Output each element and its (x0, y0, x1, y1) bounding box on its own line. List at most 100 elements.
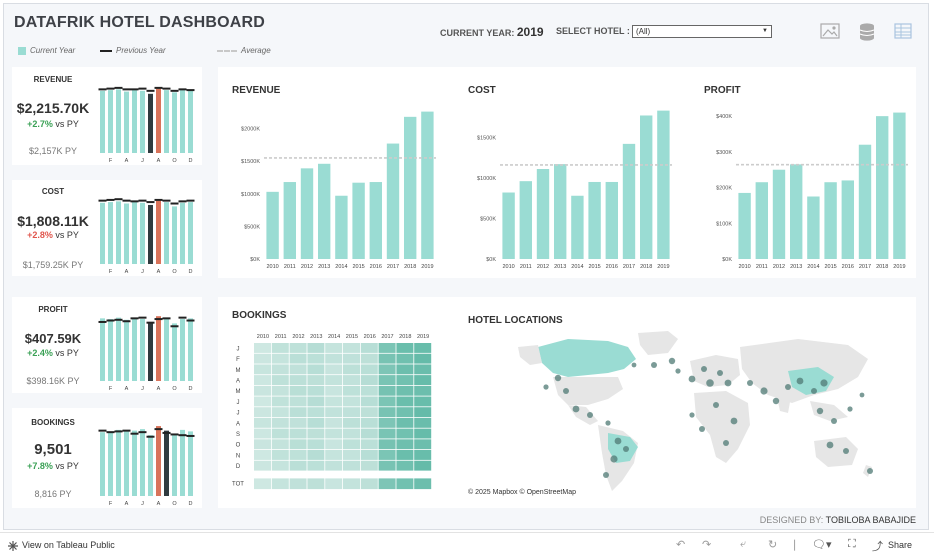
spark-month-tick: A (125, 501, 129, 507)
designed-by: DESIGNED BY: TOBILOBA BABAJIDE (760, 515, 916, 525)
table-icon[interactable] (894, 22, 912, 40)
spark-bar (164, 430, 169, 496)
hotel-locations-map[interactable] (458, 325, 878, 497)
x-tick-label: 2013 (318, 264, 330, 270)
heatmap-cell (343, 343, 360, 353)
heatmap-total-cell (343, 478, 360, 490)
x-tick-label: 2015 (588, 264, 600, 270)
fullscreen-icon[interactable]: ⛶ (848, 538, 856, 550)
refresh-icon[interactable]: ↻ (768, 539, 778, 551)
year-bar (824, 182, 837, 259)
kpi-delta: +2.7% vs PY (12, 119, 94, 129)
spark-month-tick: A (125, 158, 129, 164)
mexico-region (568, 405, 598, 425)
kpi-value: $407.59K (24, 331, 82, 346)
heatmap-cell (396, 439, 414, 450)
heatmap-cell (325, 364, 343, 375)
revenue-bar-chart: $0K $500K $1000K $1500K $2000K 2010 2011 2012 20… (241, 111, 436, 270)
x-tick-label: 2012 (537, 264, 549, 270)
heatmap-cell (414, 439, 432, 450)
spark-month-tick: F (109, 158, 113, 164)
x-tick-label: 2019 (893, 264, 905, 270)
spark-previous-marker (162, 87, 171, 90)
bookings-map-panel: BOOKINGS 2010 2011 2012 2013 2014 2015 2016 201… (218, 297, 916, 508)
spark-previous-marker (106, 431, 115, 434)
spark-previous-marker (106, 87, 115, 90)
heatmap-cell (414, 428, 432, 439)
heatmap-month-label: M (236, 368, 241, 374)
heatmap-total-cell (396, 478, 414, 490)
spark-previous-marker (154, 86, 163, 89)
heatmap-cell (360, 450, 378, 460)
spark-month-tick: F (109, 386, 113, 392)
year-bar (502, 192, 515, 259)
heatmap-cell (271, 375, 289, 385)
dropdown-arrow-icon: ▼ (762, 28, 768, 34)
heatmap-cell (378, 407, 396, 418)
bookings-heatmap: 2010 2011 2012 2013 2014 2015 2016 2017 2018 2019… (232, 334, 432, 490)
x-tick-label: 2016 (842, 264, 854, 270)
tableau-logo-icon (8, 541, 18, 551)
year-bar (790, 164, 803, 259)
spark-bar (140, 319, 145, 381)
heatmap-cell (307, 343, 325, 353)
spark-bar (172, 206, 177, 264)
kpi-value: 9,501 (34, 441, 72, 458)
kpi-panel-revenue: REVENUE $2,215.70K +2.7% vs PY $2,157K P… (12, 67, 202, 165)
heatmap-cell (378, 417, 396, 428)
spark-bar (132, 430, 137, 496)
share-icon[interactable]: ⤴ (872, 541, 883, 553)
x-tick-label: 2018 (876, 264, 888, 270)
spark-month-tick: F (109, 269, 113, 275)
spark-bar (116, 201, 121, 264)
database-icon[interactable] (858, 22, 876, 42)
x-tick-label: 2011 (756, 264, 768, 270)
heatmap-cell (343, 385, 360, 396)
pause-icon[interactable]: ❘ (790, 539, 800, 551)
share-button[interactable]: Share (887, 540, 912, 550)
heatmap-cell (289, 428, 307, 439)
undo-icon[interactable]: ↶ (676, 539, 686, 551)
comment-icon[interactable]: 🗨▾ (812, 539, 832, 551)
map-credit[interactable]: © 2025 Mapbox © OpenStreetMap (468, 489, 576, 496)
revert-icon[interactable]: ⤶ (740, 538, 747, 550)
spark-previous-marker (186, 319, 195, 322)
designer-name: TOBILOBA BABAJIDE (825, 515, 916, 525)
kpi-label: REVENUE (33, 75, 73, 84)
heatmap-year-label: 2018 (399, 334, 411, 340)
spark-bar (124, 431, 129, 496)
kpi-value: $1,808.11K (17, 213, 89, 229)
greenland-region (638, 331, 678, 355)
year-bar (893, 112, 906, 259)
spark-bar (132, 90, 137, 153)
heatmap-cell (254, 460, 271, 471)
current-year-value: 2019 (516, 25, 544, 39)
year-bar (755, 182, 768, 259)
heatmap-cell (271, 385, 289, 396)
heatmap-cell (307, 407, 325, 418)
heatmap-cell (343, 439, 360, 450)
hotel-locations-title: HOTEL LOCATIONS (468, 315, 563, 326)
kpi-delta-percent: +2.8% (27, 230, 53, 240)
heatmap-month-label: A (236, 421, 240, 427)
heatmap-cell (289, 439, 307, 450)
heatmap-total-label: TOT (232, 481, 244, 487)
spark-bar (116, 89, 121, 153)
heatmap-cell (396, 396, 414, 407)
spark-previous-marker (130, 432, 139, 435)
image-icon[interactable] (820, 22, 840, 40)
view-on-tableau-link[interactable]: View on Tableau Public (22, 540, 115, 550)
spark-month-tick: A (157, 269, 161, 275)
legend-average-swatch (217, 49, 237, 52)
heatmap-cell (360, 353, 378, 364)
kpi-delta: +2.8% vs PY (12, 230, 94, 240)
spark-previous-marker (130, 200, 139, 203)
heatmap-cell (396, 407, 414, 418)
select-hotel-dropdown[interactable]: (All) ▼ (632, 25, 772, 38)
spark-previous-marker (154, 198, 163, 201)
heatmap-cell (307, 375, 325, 385)
x-tick-label: 2016 (606, 264, 618, 270)
year-bar (335, 195, 348, 259)
redo-icon[interactable]: ↷ (702, 539, 712, 551)
kpi-label: COST (41, 187, 65, 196)
